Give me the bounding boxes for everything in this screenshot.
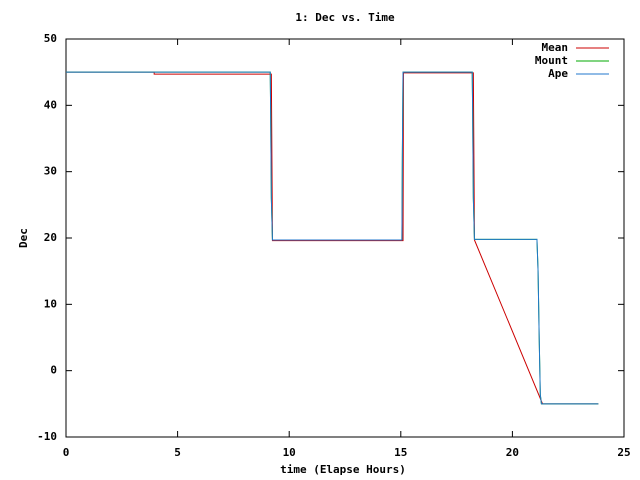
legend-label: Ape: [548, 67, 568, 80]
y-tick-label: 0: [50, 364, 57, 377]
y-tick-label: 30: [44, 165, 57, 178]
x-tick-label: 15: [394, 446, 407, 459]
series-line: [66, 71, 599, 405]
x-axis-label: time (Elapse Hours): [280, 463, 406, 476]
legend-label: Mount: [535, 54, 568, 67]
y-tick-label: 20: [44, 231, 57, 244]
y-axis-label: Dec: [17, 228, 30, 248]
y-tick-label: 10: [44, 297, 57, 310]
series-line: [66, 71, 599, 405]
y-tick-label: 40: [44, 98, 57, 111]
chart-title: 1: Dec vs. Time: [295, 11, 395, 24]
x-tick-label: 25: [617, 446, 630, 459]
x-tick-label: 0: [63, 446, 70, 459]
x-tick-label: 10: [283, 446, 296, 459]
y-tick-label: 50: [44, 32, 57, 45]
series-line: [66, 71, 599, 405]
y-tick-label: -10: [37, 430, 57, 443]
x-tick-label: 5: [174, 446, 181, 459]
legend-label: Mean: [542, 41, 569, 54]
x-tick-label: 20: [506, 446, 519, 459]
